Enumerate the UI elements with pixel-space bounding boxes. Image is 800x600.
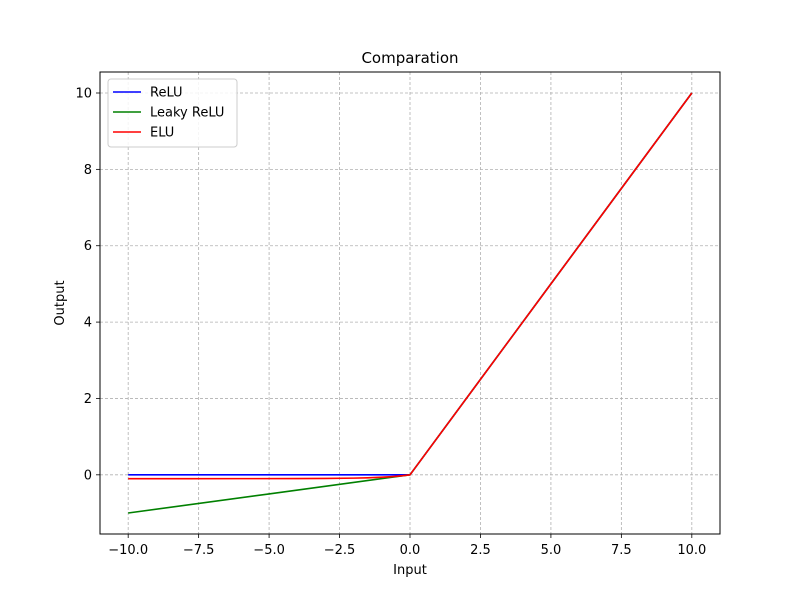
x-tick-label: −10.0 — [108, 543, 148, 558]
x-tick-label: 2.5 — [470, 543, 491, 558]
y-axis-label: Output — [53, 280, 68, 325]
x-tick-label: 0.0 — [400, 543, 421, 558]
legend-label-relu: ReLU — [150, 86, 183, 101]
x-tick-label: 7.5 — [611, 543, 632, 558]
y-tick-label: 2 — [84, 392, 92, 407]
x-tick-label: 10.0 — [677, 543, 706, 558]
x-axis-label: Input — [393, 563, 427, 578]
y-tick-label: 0 — [84, 468, 92, 483]
series-lines — [128, 92, 693, 514]
y-tick-label: 4 — [84, 316, 92, 331]
grid — [100, 72, 720, 534]
x-tick-label: 5.0 — [541, 543, 562, 558]
y-tick-label: 10 — [75, 87, 92, 102]
legend-label-elu: ELU — [150, 126, 174, 141]
y-tick-label: 8 — [84, 163, 92, 178]
legend: ReLU Leaky ReLU ELU — [107, 78, 238, 148]
chart-title: Comparation — [361, 49, 458, 67]
legend-box — [107, 78, 238, 148]
y-tick-label: 6 — [84, 239, 92, 254]
x-tick-label: −7.5 — [183, 543, 215, 558]
x-tick-label: −2.5 — [324, 543, 356, 558]
series-line-elu — [128, 92, 693, 480]
ticks: −10.0 −7.5 −5.0 −2.5 0.0 2.5 5.0 7.5 10.0 0 2 4 6 8 10 — [75, 87, 706, 559]
legend-label-leaky-relu: Leaky ReLU — [150, 106, 224, 121]
x-tick-label: −5.0 — [253, 543, 285, 558]
